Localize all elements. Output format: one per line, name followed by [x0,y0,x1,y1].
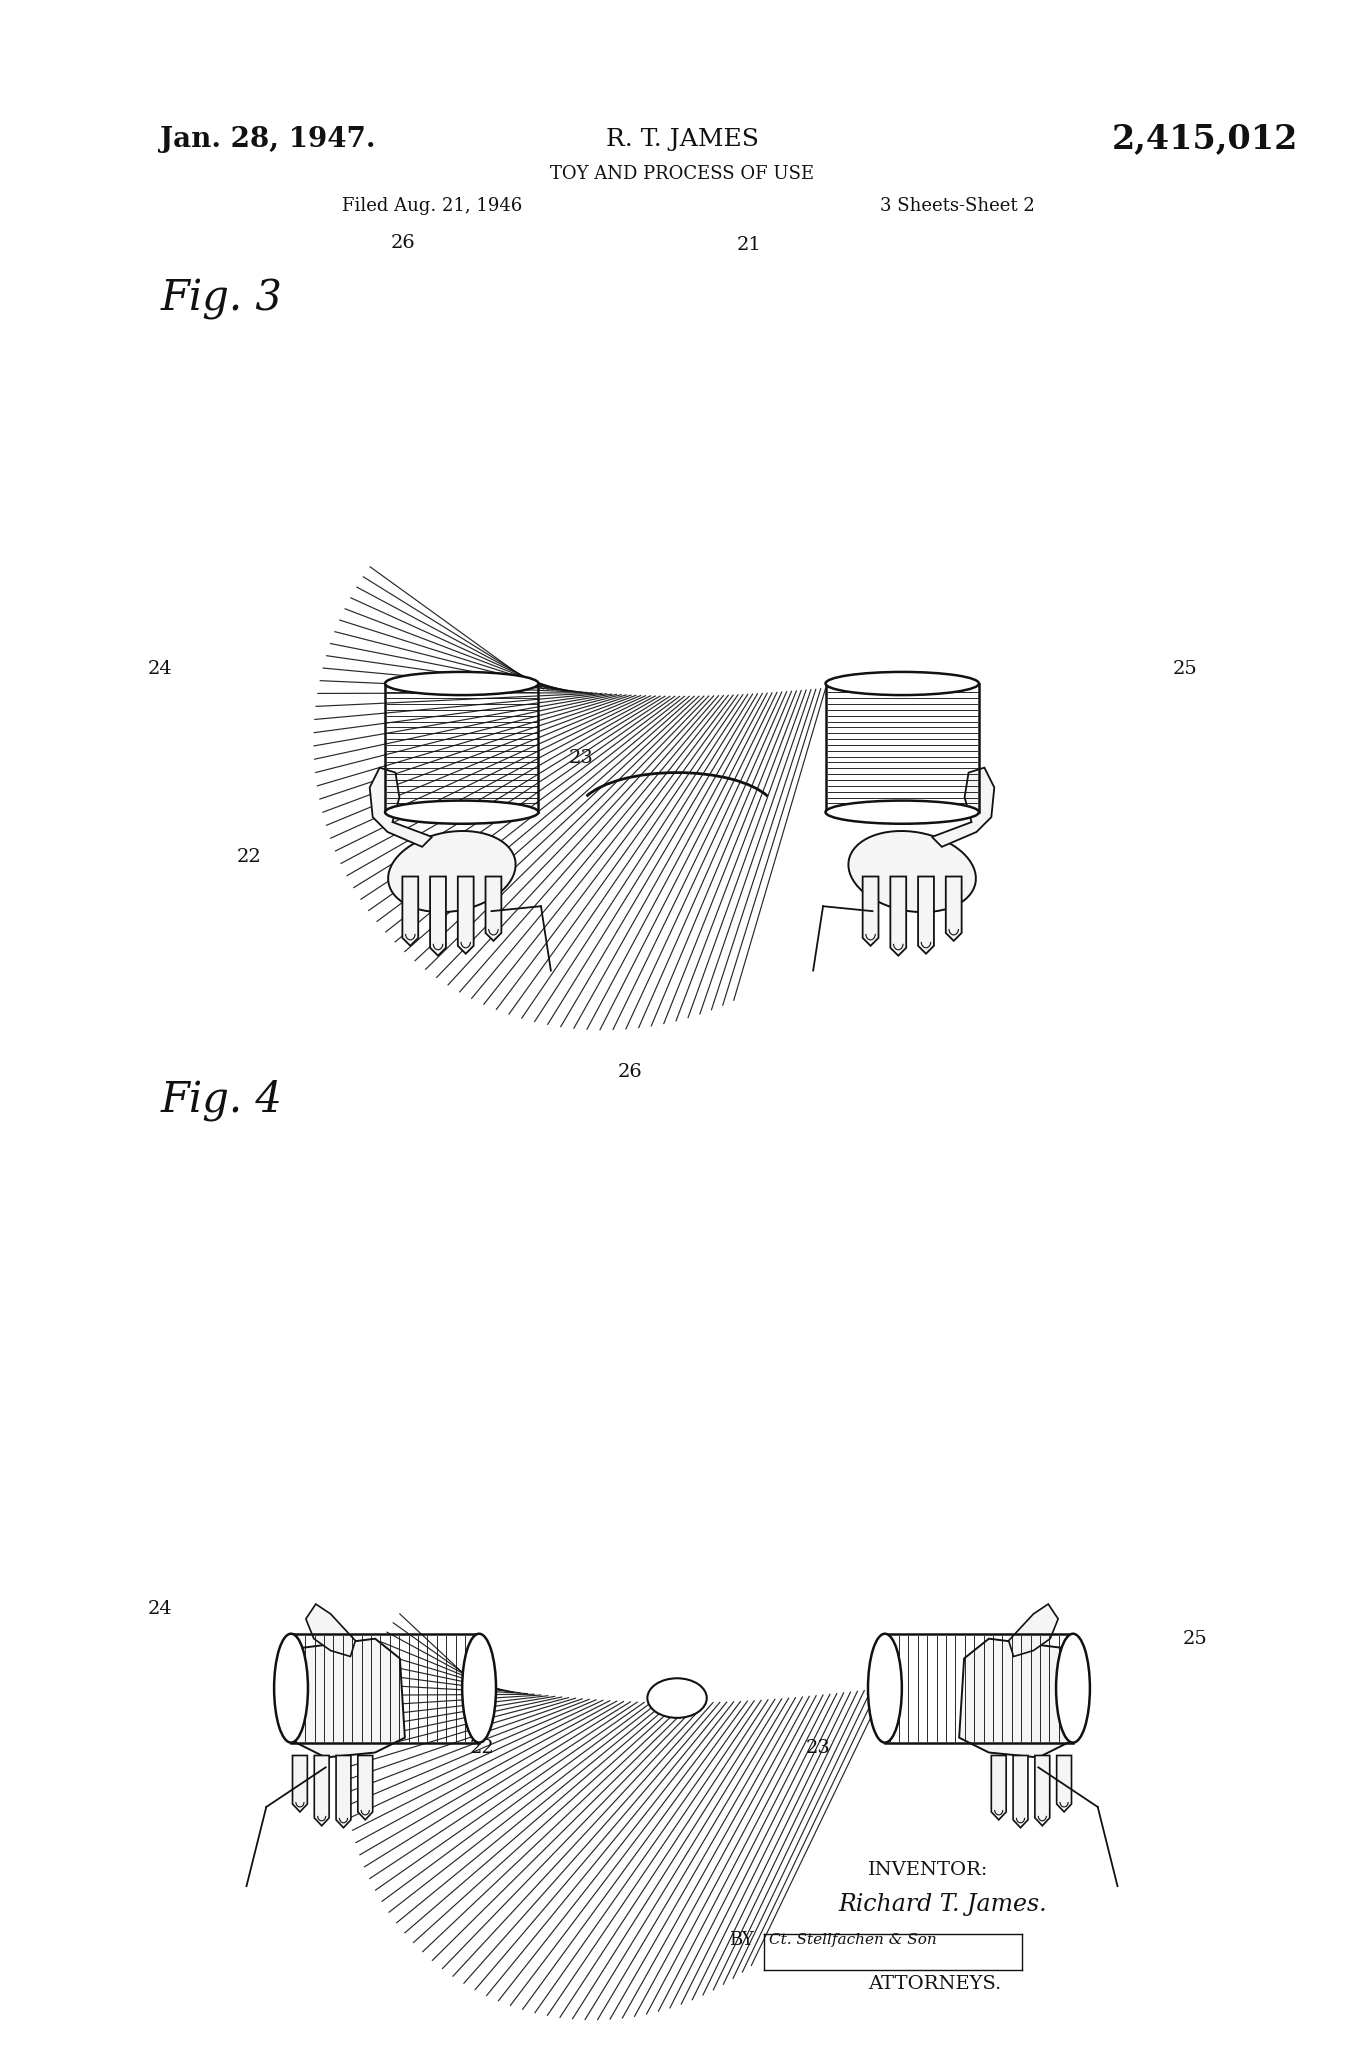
Text: 25: 25 [1173,659,1197,678]
Text: 3 Sheets-Sheet 2: 3 Sheets-Sheet 2 [880,197,1035,215]
Ellipse shape [1057,1634,1089,1743]
Polygon shape [314,1755,329,1825]
Polygon shape [457,877,474,954]
Polygon shape [370,768,433,846]
Text: Fig. 4: Fig. 4 [160,1079,283,1122]
Text: BY: BY [729,1931,755,1950]
Ellipse shape [388,831,516,911]
Text: Fig. 3: Fig. 3 [160,279,283,319]
Polygon shape [991,1755,1006,1821]
Ellipse shape [849,831,976,911]
Polygon shape [430,877,446,956]
Polygon shape [960,1638,1088,1757]
Polygon shape [1057,1755,1072,1812]
Text: Jan. 28, 1947.: Jan. 28, 1947. [160,125,375,154]
Ellipse shape [463,1634,495,1743]
Polygon shape [919,877,934,954]
Text: 25: 25 [1182,1630,1207,1649]
Polygon shape [306,1604,355,1657]
Ellipse shape [274,1634,308,1743]
Text: 23: 23 [807,1739,831,1757]
Polygon shape [1009,1604,1058,1657]
Text: 21: 21 [737,236,762,254]
Text: Richard T. James.: Richard T. James. [838,1892,1047,1917]
Polygon shape [1035,1755,1050,1825]
Text: 26: 26 [390,233,415,252]
Polygon shape [486,877,501,940]
Polygon shape [890,877,906,956]
Polygon shape [946,877,961,940]
Ellipse shape [385,801,538,823]
Polygon shape [276,1638,405,1757]
Text: Filed Aug. 21, 1946: Filed Aug. 21, 1946 [343,197,523,215]
Ellipse shape [868,1634,902,1743]
Polygon shape [863,877,879,946]
Polygon shape [1013,1755,1028,1827]
Text: 24: 24 [147,659,173,678]
Text: 22: 22 [470,1739,494,1757]
Ellipse shape [385,672,538,694]
Text: ATTORNEYS.: ATTORNEYS. [868,1974,1002,1993]
Polygon shape [403,877,418,946]
Ellipse shape [647,1677,707,1718]
Text: TOY AND PROCESS OF USE: TOY AND PROCESS OF USE [550,164,814,182]
Text: 24: 24 [147,1599,173,1618]
Text: 26: 26 [618,1063,643,1081]
Text: Ct. Stellfachen & Son: Ct. Stellfachen & Son [768,1933,936,1948]
Text: 2,415,012: 2,415,012 [1111,123,1298,156]
Text: 22: 22 [238,848,262,866]
Text: INVENTOR:: INVENTOR: [868,1862,988,1880]
Polygon shape [292,1755,307,1812]
Ellipse shape [826,672,979,694]
Polygon shape [336,1755,351,1827]
Polygon shape [932,768,994,846]
Ellipse shape [826,801,979,823]
Polygon shape [358,1755,373,1821]
Text: R. T. JAMES: R. T. JAMES [606,127,759,152]
Text: 23: 23 [569,750,594,766]
